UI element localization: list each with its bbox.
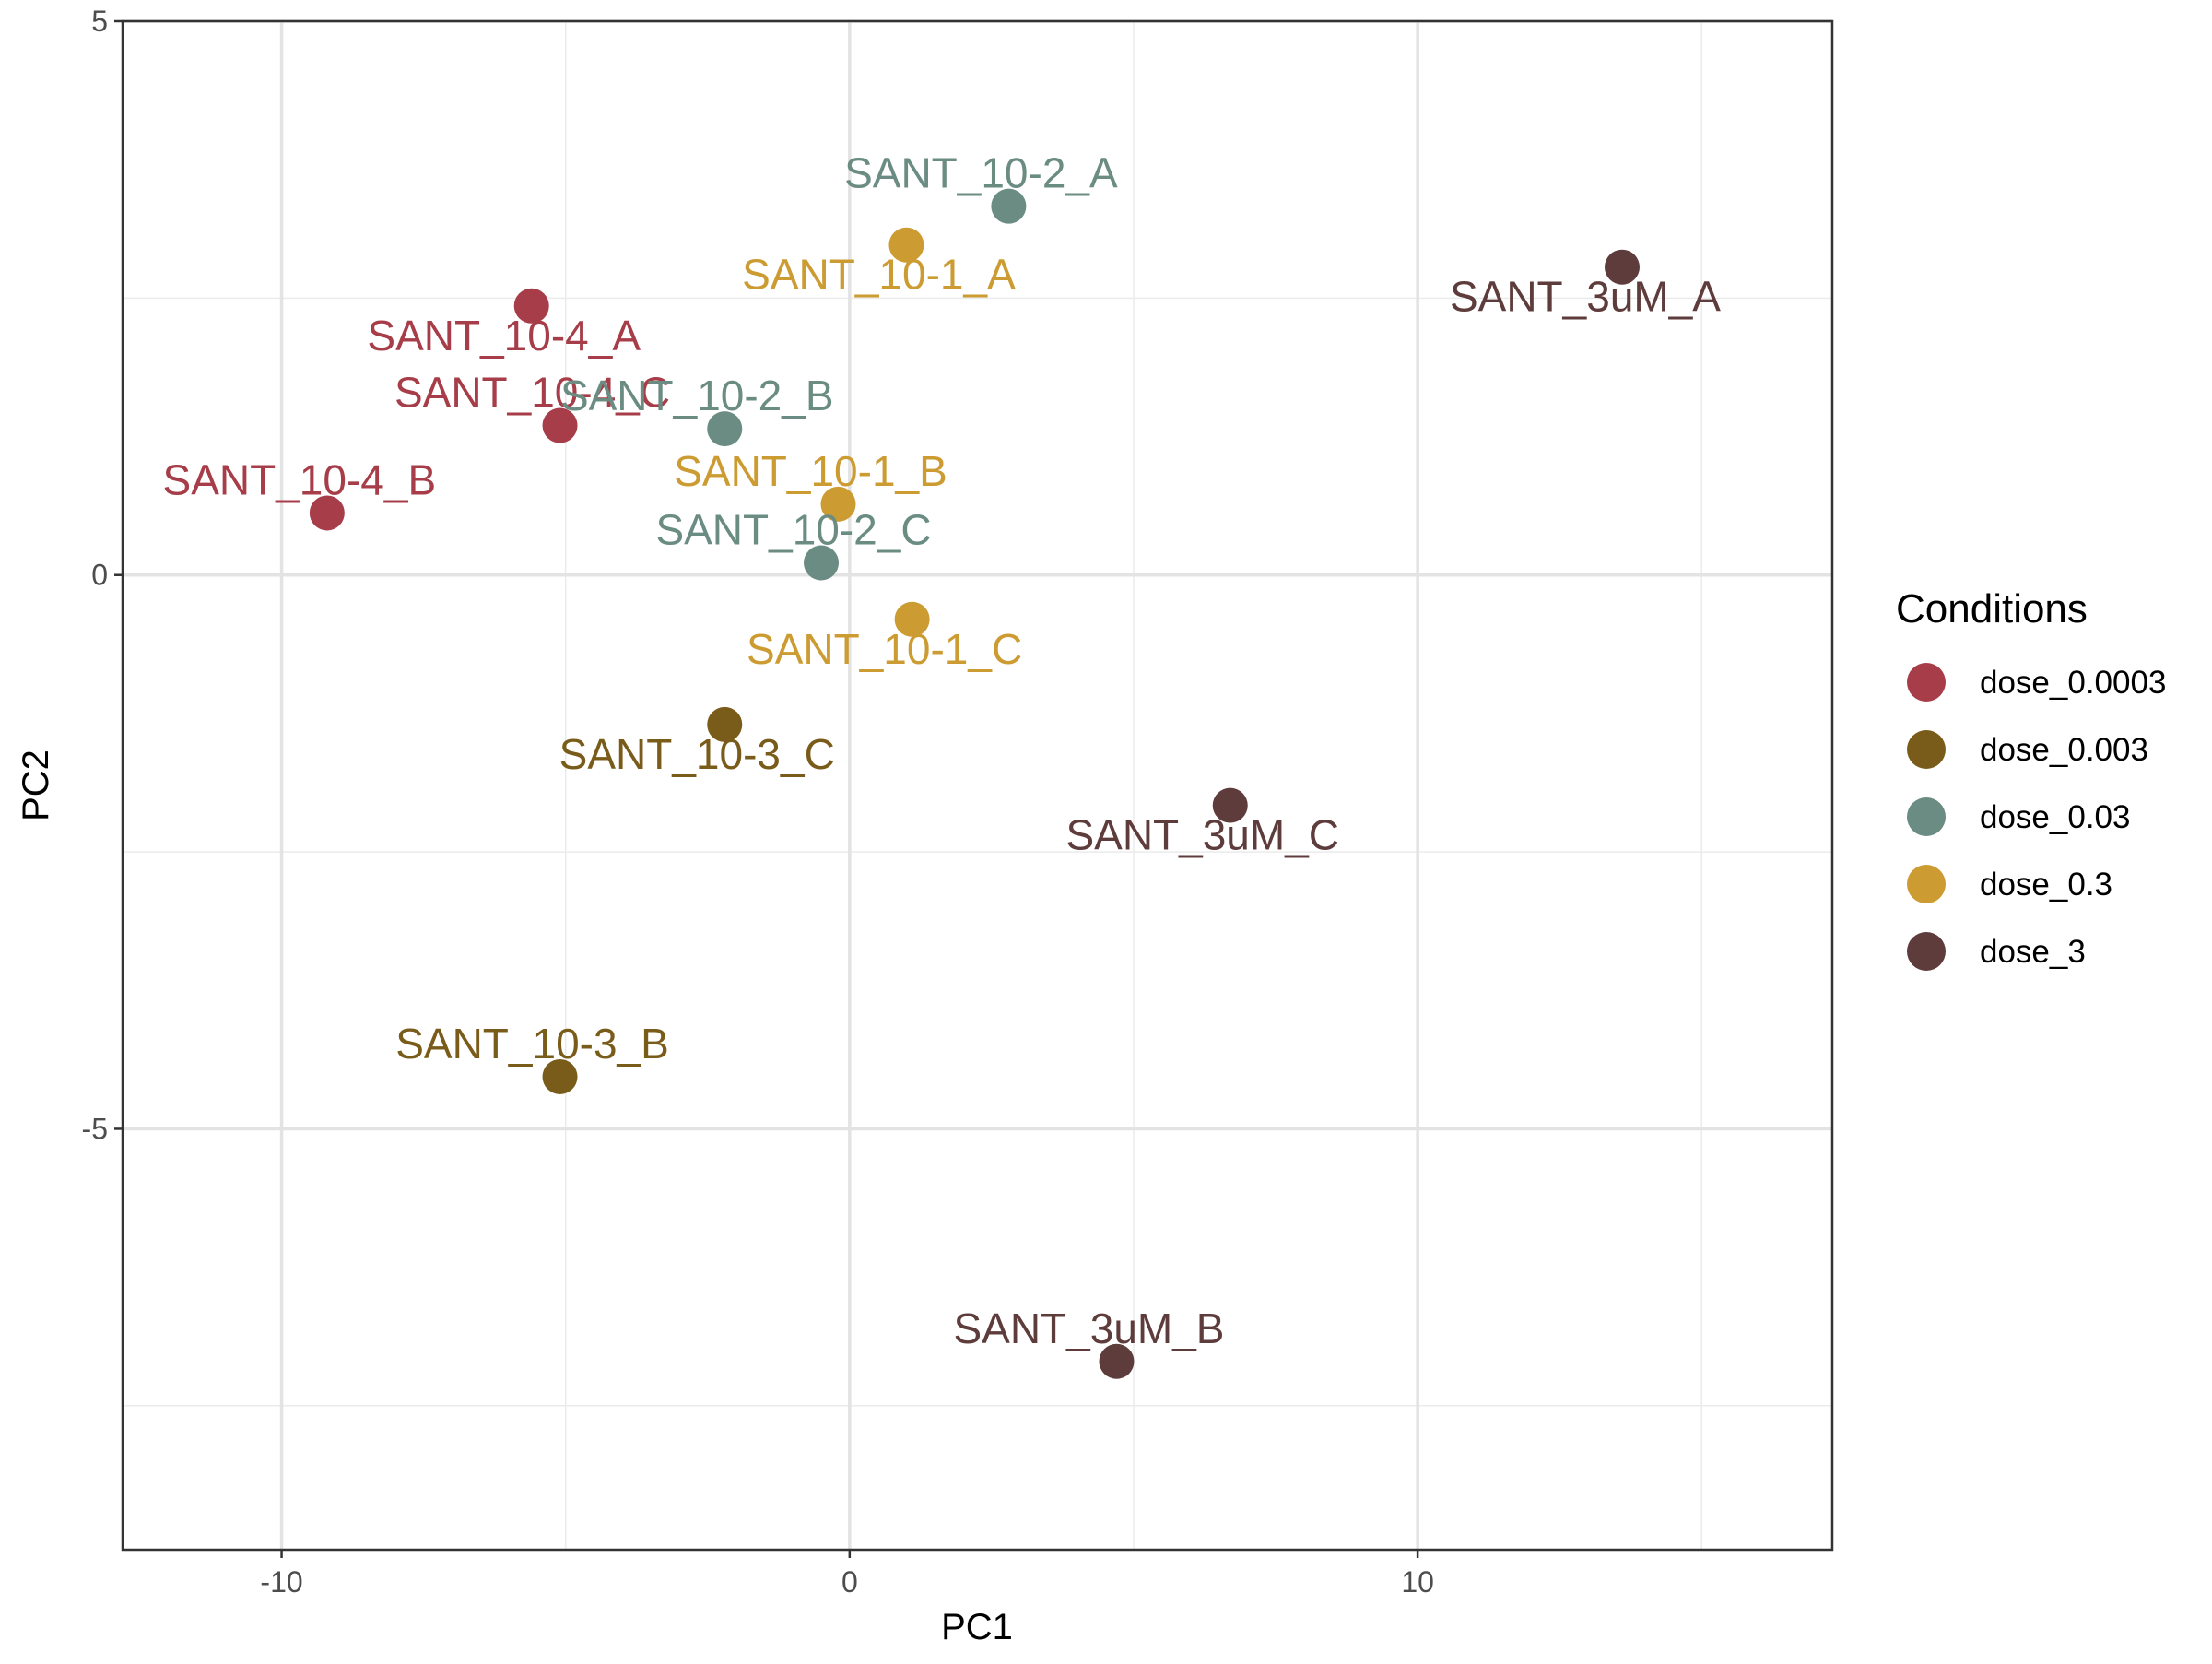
point-label: SANT_10-4_B — [163, 455, 437, 503]
point-label: SANT_10-4_A — [367, 312, 641, 360]
point-label: SANT_10-1_C — [747, 625, 1022, 673]
point-label: SANT_10-4_C — [394, 369, 670, 417]
legend-label: dose_0.03 — [1980, 799, 2130, 835]
legend-title: Conditions — [1896, 586, 2088, 631]
y-axis-title: PC2 — [16, 749, 56, 821]
point-labels: SANT_10-4_ASANT_10-4_BSANT_10-4_CSANT_10… — [163, 149, 1722, 1352]
point-label: SANT_10-1_A — [742, 251, 1016, 299]
data-point — [894, 601, 930, 637]
point-label: SANT_10-3_C — [559, 730, 835, 778]
data-point — [1212, 787, 1248, 823]
plot-panel-border — [121, 19, 1834, 1552]
point-label: SANT_10-2_B — [560, 372, 834, 419]
point-label: SANT_10-2_C — [655, 506, 931, 554]
data-point — [1099, 1343, 1135, 1379]
data-point — [513, 288, 549, 324]
point-label: SANT_10-3_B — [395, 1020, 669, 1068]
legend-key — [1907, 730, 1946, 769]
legend-label: dose_0.0003 — [1980, 665, 2166, 701]
data-point — [309, 495, 345, 531]
data-point — [1604, 249, 1640, 285]
y-tick-label: 5 — [91, 5, 108, 38]
point-label: SANT_3uM_C — [1065, 811, 1339, 859]
legend-key — [1907, 865, 1946, 903]
x-axis-title: PC1 — [941, 1607, 1013, 1647]
y-tick-label: 0 — [91, 559, 108, 592]
legend-label: dose_3 — [1980, 934, 2086, 970]
legend-label: dose_0.003 — [1980, 732, 2148, 768]
data-point — [707, 411, 743, 447]
x-tick-label: 0 — [841, 1565, 858, 1599]
grid-minor-lines — [123, 21, 1832, 1550]
y-tick-label: -5 — [82, 1112, 108, 1145]
data-point — [804, 545, 840, 581]
legend: Conditions dose_0.0003 dose_0.003 dose_0.0… — [1896, 586, 2166, 971]
point-label: SANT_3uM_A — [1450, 273, 1721, 321]
data-point — [820, 486, 856, 522]
data-point — [542, 1058, 578, 1094]
point-label: SANT_10-1_B — [674, 447, 947, 495]
data-points — [309, 188, 1640, 1379]
legend-label: dose_0.3 — [1980, 867, 2112, 903]
point-label: SANT_10-2_A — [844, 149, 1118, 197]
point-label: SANT_3uM_B — [953, 1304, 1224, 1352]
data-point — [707, 706, 743, 742]
data-point — [542, 407, 578, 443]
data-point — [991, 188, 1027, 224]
legend-key — [1907, 663, 1946, 702]
data-point — [888, 227, 924, 263]
x-tick-label: 10 — [1401, 1565, 1434, 1599]
legend-key — [1907, 797, 1946, 836]
legend-key — [1907, 932, 1946, 971]
x-tick-label: -10 — [260, 1565, 302, 1599]
axis-ticks: -10 0 10 -5 0 5 — [82, 5, 1434, 1599]
